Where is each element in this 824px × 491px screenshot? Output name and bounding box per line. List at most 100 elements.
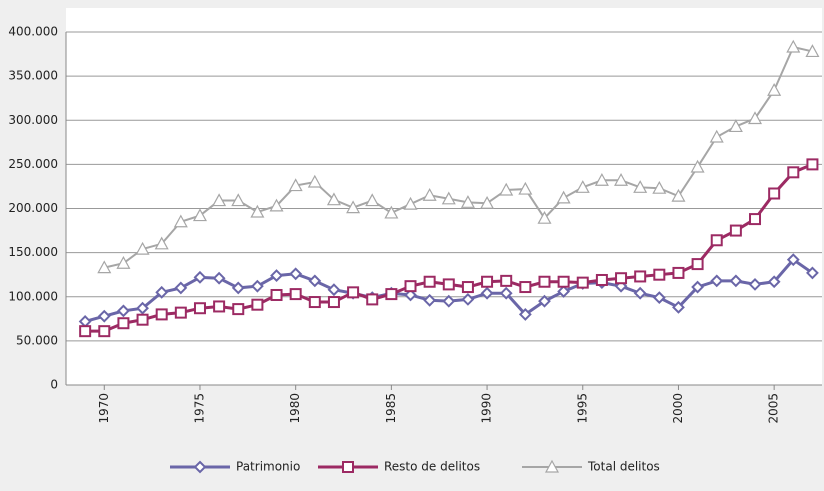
marker	[537, 210, 552, 224]
marker	[117, 304, 130, 318]
y-tick-label: 350.000	[8, 69, 58, 83]
marker	[557, 285, 571, 298]
marker	[98, 325, 111, 338]
marker	[385, 288, 398, 301]
marker	[308, 274, 322, 288]
marker	[441, 191, 456, 205]
marker	[461, 292, 475, 306]
x-tick-label: 2000	[671, 393, 685, 424]
marker	[671, 188, 686, 202]
marker	[174, 306, 187, 319]
marker	[672, 300, 685, 314]
marker	[748, 277, 762, 291]
marker	[518, 307, 532, 321]
marker	[232, 303, 245, 316]
y-tick-label: 0	[50, 378, 58, 392]
marker	[499, 182, 514, 196]
x-tick-label: 1970	[97, 393, 111, 424]
legend-label: Patrimonio	[236, 460, 300, 474]
plot-area	[66, 8, 822, 385]
legend-label: Total delitos	[587, 460, 660, 474]
marker	[231, 193, 246, 207]
marker	[481, 275, 494, 288]
marker	[346, 200, 361, 214]
marker	[538, 275, 551, 288]
marker	[250, 204, 265, 218]
marker	[308, 296, 321, 309]
y-tick-label: 200.000	[8, 201, 58, 215]
y-tick-label: 250.000	[8, 157, 58, 171]
marker	[404, 280, 417, 293]
marker	[423, 275, 436, 288]
legend-item: Patrimonio	[170, 460, 300, 474]
marker	[710, 274, 724, 288]
marker	[289, 288, 302, 301]
series	[79, 158, 819, 338]
marker	[690, 159, 705, 173]
marker	[192, 208, 207, 222]
marker	[384, 205, 399, 219]
y-tick-label: 100.000	[8, 289, 58, 303]
legend-item: Resto de delitos	[318, 460, 480, 474]
marker	[251, 298, 264, 311]
marker	[442, 278, 455, 291]
marker	[442, 294, 456, 308]
marker	[97, 309, 111, 323]
marker	[691, 280, 705, 294]
marker	[728, 119, 743, 133]
marker	[79, 325, 92, 338]
x-tick-label: 1995	[575, 393, 589, 424]
marker	[193, 270, 207, 284]
marker	[595, 273, 608, 286]
marker	[652, 180, 667, 194]
marker	[787, 166, 800, 179]
marker	[556, 190, 571, 204]
marker	[538, 294, 551, 308]
marker	[729, 274, 743, 288]
y-tick-label: 150.000	[8, 245, 58, 259]
marker	[403, 196, 418, 210]
marker	[767, 275, 781, 289]
marker	[691, 258, 704, 271]
marker	[289, 267, 303, 281]
marker	[117, 317, 130, 330]
marker	[250, 279, 264, 293]
marker	[519, 281, 532, 294]
marker	[633, 180, 648, 193]
marker	[518, 181, 533, 195]
marker	[404, 288, 417, 302]
marker	[288, 178, 303, 192]
marker	[193, 460, 207, 474]
marker	[173, 214, 188, 228]
marker	[327, 296, 340, 309]
marker	[749, 213, 762, 226]
legend-item: Total delitos	[522, 460, 660, 474]
marker	[461, 281, 474, 294]
marker	[135, 241, 150, 255]
marker	[136, 313, 149, 326]
marker	[174, 281, 188, 295]
marker	[634, 270, 647, 283]
marker	[806, 266, 819, 280]
marker	[97, 260, 112, 274]
legend-label: Resto de delitos	[384, 460, 480, 474]
marker	[786, 39, 801, 53]
x-tick-label: 1980	[288, 393, 302, 424]
marker	[544, 459, 560, 473]
marker	[155, 308, 168, 321]
marker	[327, 283, 341, 297]
marker	[499, 286, 513, 300]
x-tick-label: 2005	[767, 393, 781, 424]
marker	[460, 195, 475, 208]
marker	[653, 268, 666, 281]
marker	[786, 253, 800, 267]
marker	[672, 266, 685, 279]
marker	[366, 293, 379, 306]
layer: 0 50.000 100.000 150.000 200.000 250.000 300.0…	[8, 25, 822, 474]
marker	[576, 276, 589, 289]
y-tick-label: 300.000	[8, 113, 58, 127]
marker	[116, 255, 131, 269]
marker	[652, 291, 666, 305]
marker	[193, 302, 206, 315]
